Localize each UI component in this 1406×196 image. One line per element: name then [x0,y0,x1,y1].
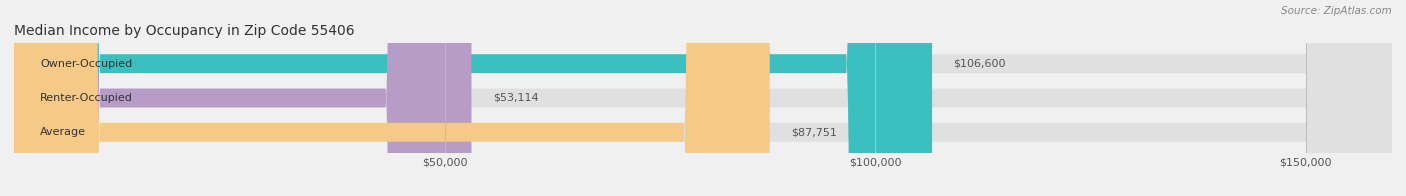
FancyBboxPatch shape [14,0,471,196]
Text: Source: ZipAtlas.com: Source: ZipAtlas.com [1281,6,1392,16]
FancyBboxPatch shape [14,0,932,196]
FancyBboxPatch shape [14,0,1392,196]
Text: Renter-Occupied: Renter-Occupied [39,93,132,103]
Text: $106,600: $106,600 [953,59,1007,69]
Text: Owner-Occupied: Owner-Occupied [39,59,132,69]
FancyBboxPatch shape [14,0,769,196]
Text: $87,751: $87,751 [792,127,837,137]
Text: Median Income by Occupancy in Zip Code 55406: Median Income by Occupancy in Zip Code 5… [14,24,354,38]
Text: $53,114: $53,114 [494,93,538,103]
Text: Average: Average [39,127,86,137]
FancyBboxPatch shape [14,0,1392,196]
FancyBboxPatch shape [14,0,1392,196]
